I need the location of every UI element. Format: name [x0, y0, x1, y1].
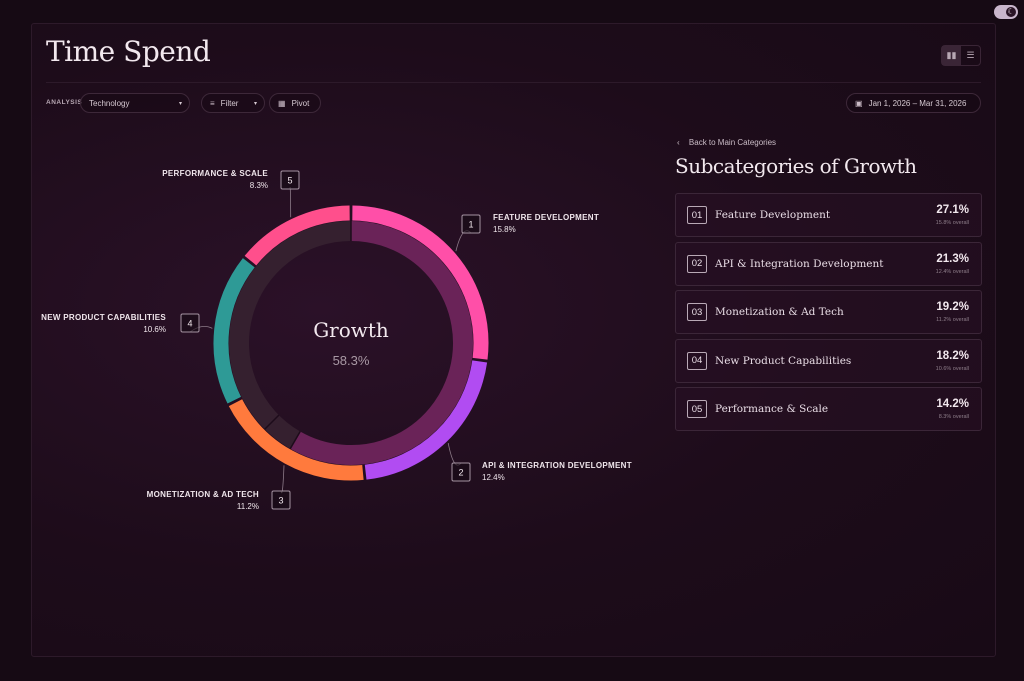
item-percent: 21.3% — [936, 252, 969, 265]
filter-label: Filter — [220, 98, 239, 108]
date-range-value: Jan 1, 2026 – Mar 31, 2026 — [868, 98, 967, 108]
outer-ring — [213, 205, 489, 481]
slice-badge — [180, 313, 200, 333]
moon-icon: ☾ — [1006, 7, 1016, 17]
date-range-picker[interactable]: ▣ Jan 1, 2026 – Mar 31, 2026 — [846, 93, 981, 113]
slice-badge — [271, 490, 291, 510]
slice-number: 2 — [458, 468, 463, 478]
slice-number: 5 — [287, 176, 292, 186]
slice-label: PERFORMANCE & SCALE — [162, 169, 268, 178]
slice-value: 11.2% — [237, 502, 259, 511]
leader-line — [280, 465, 285, 494]
slice-value: 12.4% — [482, 473, 505, 482]
center-title: Growth — [313, 318, 389, 342]
item-number: 02 — [687, 254, 707, 273]
slice-value: 10.6% — [143, 325, 166, 334]
back-label: Back to Main Categories — [688, 138, 777, 147]
slice-label: MONETIZATION & AD TECH — [147, 490, 259, 499]
header-divider — [46, 82, 981, 83]
grid-icon: ▦ — [278, 98, 286, 108]
item-percent: 14.2% — [936, 398, 969, 410]
slice-badge — [451, 462, 471, 482]
calendar-icon: ▣ — [855, 98, 863, 108]
slice-number: 3 — [278, 496, 283, 506]
page-title: Time Spend — [46, 35, 211, 68]
pivot-label: Pivot — [291, 98, 310, 108]
slice-value: 15.8% — [493, 225, 516, 234]
slice-1[interactable] — [352, 205, 489, 360]
list-item[interactable]: 04 New Product Capabilities 18.2% 10.6% … — [675, 338, 982, 383]
slice-value: 8.3% — [250, 181, 268, 190]
table-icon[interactable]: ☰ — [966, 50, 975, 60]
item-percent: 18.2% — [936, 349, 969, 362]
list-item[interactable]: 03 Monetization & Ad Tech 19.2% 11.2% ov… — [675, 290, 982, 334]
inner-ring-highlight — [290, 221, 473, 465]
item-number: 05 — [687, 400, 707, 418]
inner-ring-separator — [264, 414, 280, 430]
item-overall: 10.6% overall — [935, 365, 969, 372]
item-number: 01 — [687, 206, 707, 224]
item-percent: 27.1% — [936, 204, 969, 216]
item-percent: 19.2% — [936, 301, 969, 313]
slice-labels: 1 FEATURE DEVELOPMENT 15.8% 2 API & INTEGRAT… — [41, 169, 632, 511]
slice-label: API & INTEGRATION DEVELOPMENT — [482, 461, 632, 470]
slice-badge — [280, 170, 300, 190]
theme-toggle[interactable]: ☾ — [994, 5, 1018, 19]
slice-label: NEW PRODUCT CAPABILITIES — [41, 313, 166, 322]
item-name: Performance & Scale — [715, 403, 829, 415]
item-name: Feature Development — [715, 209, 831, 221]
filter-icon: ≡ — [210, 98, 215, 108]
slice-number: 1 — [468, 220, 473, 230]
item-overall: 8.3% overall — [938, 414, 969, 420]
slice-number: 4 — [187, 319, 192, 329]
slice-3[interactable] — [228, 399, 364, 481]
inner-ring — [229, 221, 473, 465]
item-name: API & Integration Development — [715, 257, 884, 270]
leader-line — [447, 443, 462, 466]
slice-label-group: 4 NEW PRODUCT CAPABILITIES 10.6% — [41, 313, 200, 334]
pivot-button[interactable]: ▦ Pivot — [269, 93, 321, 113]
main-panel: Time Spend ▮▮ ☰ ANALYSIS Technology ▾ ≡ … — [31, 23, 996, 657]
view-toggle: ▮▮ ☰ — [941, 45, 981, 66]
leader-line — [289, 186, 292, 218]
item-name: New Product Capabilities — [715, 354, 852, 367]
list-item[interactable]: 01 Feature Development 27.1% 15.8% overa… — [675, 193, 982, 237]
list-item[interactable]: 05 Performance & Scale 14.2% 8.3% overal… — [675, 387, 982, 431]
item-overall: 12.4% overall — [935, 268, 969, 275]
donut-chart: 1 FEATURE DEVELOPMENT 15.8% 2 API & INTEGRAT… — [41, 169, 632, 511]
analysis-value: Technology — [89, 98, 130, 108]
slice-label-group: 5 PERFORMANCE & SCALE 8.3% — [162, 169, 300, 190]
filter-button[interactable]: ≡ Filter ▾ — [201, 93, 265, 113]
slice-label-group: 3 MONETIZATION & AD TECH 11.2% — [147, 490, 291, 511]
subcategory-title: Subcategories of Growth — [675, 154, 917, 178]
slice-label-group: 2 API & INTEGRATION DEVELOPMENT 12.4% — [451, 461, 632, 482]
list-item[interactable]: 02 API & Integration Development 21.3% 1… — [675, 241, 982, 286]
analysis-label: ANALYSIS — [46, 99, 83, 106]
item-overall: 15.8% overall — [935, 220, 969, 226]
chevron-left-icon: ‹ — [677, 138, 680, 147]
back-link[interactable]: ‹ Back to Main Categories — [677, 138, 776, 147]
bar-chart-icon[interactable]: ▮▮ — [942, 46, 961, 65]
slice-label: FEATURE DEVELOPMENT — [493, 213, 599, 222]
toolbar: ANALYSIS Technology ▾ ≡ Filter ▾ ▦ Pivot… — [46, 93, 981, 113]
leader-line — [455, 230, 472, 252]
center-value: 58.3% — [333, 353, 370, 368]
slice-2[interactable] — [364, 360, 488, 480]
inner-ring-rest — [229, 221, 352, 449]
item-overall: 11.2% overall — [936, 317, 969, 323]
slice-badge — [461, 214, 481, 234]
item-name: Monetization & Ad Tech — [715, 306, 844, 318]
item-number: 03 — [687, 303, 707, 321]
slice-4[interactable] — [213, 258, 255, 404]
analysis-select[interactable]: Technology ▾ — [80, 93, 190, 113]
subcategory-list: 01 Feature Development 27.1% 15.8% overa… — [675, 193, 982, 436]
item-number: 04 — [687, 351, 707, 370]
slice-label-group: 1 FEATURE DEVELOPMENT 15.8% — [461, 213, 599, 234]
inner-ring-separator — [289, 431, 301, 450]
chevron-down-icon: ▾ — [253, 100, 257, 107]
chevron-down-icon: ▾ — [178, 100, 182, 107]
slice-5[interactable] — [244, 205, 350, 266]
